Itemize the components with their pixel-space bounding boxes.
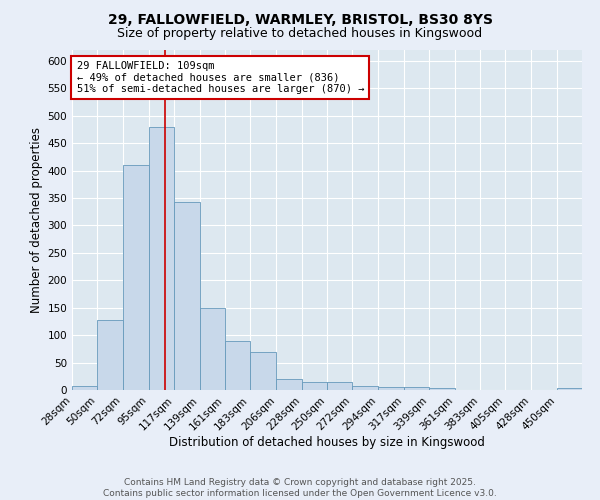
X-axis label: Distribution of detached houses by size in Kingswood: Distribution of detached houses by size … (169, 436, 485, 449)
Text: 29 FALLOWFIELD: 109sqm
← 49% of detached houses are smaller (836)
51% of semi-de: 29 FALLOWFIELD: 109sqm ← 49% of detached… (77, 61, 364, 94)
Bar (174, 202, 199, 390)
Text: Size of property relative to detached houses in Kingswood: Size of property relative to detached ho… (118, 28, 482, 40)
Bar (122, 165, 149, 390)
Bar (149, 127, 174, 390)
Bar (72, 386, 97, 390)
Bar (327, 382, 352, 390)
Bar (404, 388, 429, 390)
Bar (557, 388, 582, 390)
Bar (250, 352, 277, 390)
Bar (277, 379, 302, 390)
Bar (302, 382, 327, 390)
Y-axis label: Number of detached properties: Number of detached properties (30, 127, 43, 313)
Text: 29, FALLOWFIELD, WARMLEY, BRISTOL, BS30 8YS: 29, FALLOWFIELD, WARMLEY, BRISTOL, BS30 … (107, 12, 493, 26)
Text: Contains HM Land Registry data © Crown copyright and database right 2025.
Contai: Contains HM Land Registry data © Crown c… (103, 478, 497, 498)
Bar (352, 386, 377, 390)
Bar (225, 340, 250, 390)
Bar (199, 308, 225, 390)
Bar (429, 388, 455, 390)
Bar (377, 388, 404, 390)
Bar (97, 320, 122, 390)
